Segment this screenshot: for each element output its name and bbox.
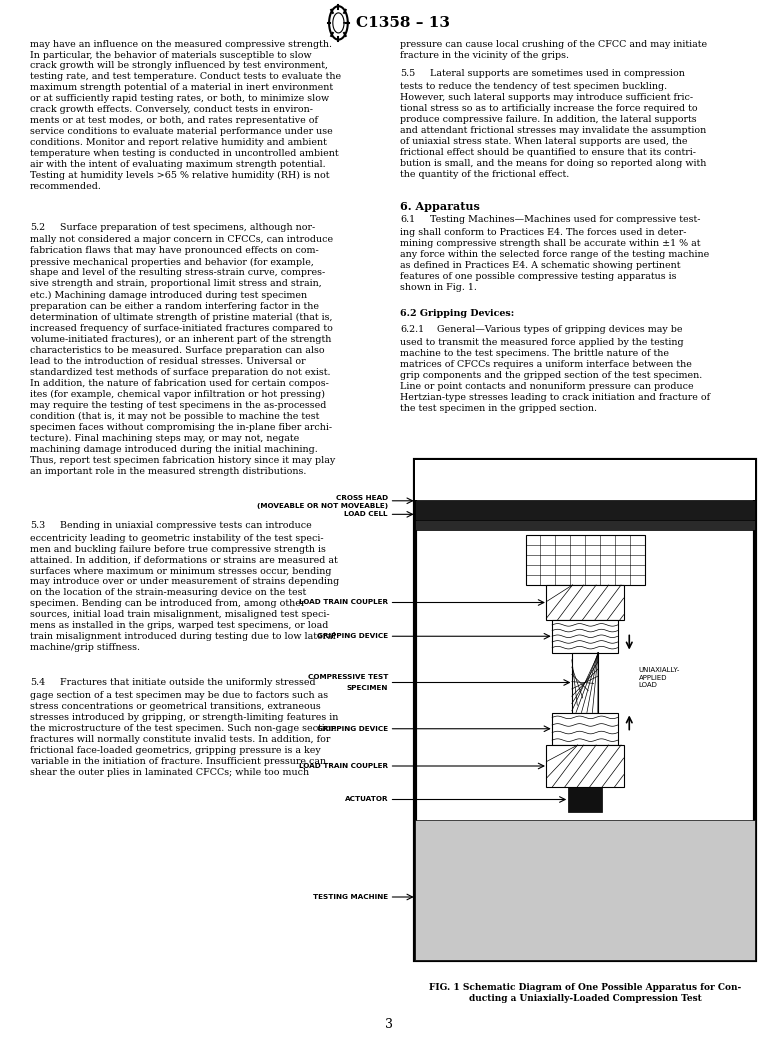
Text: 6.1: 6.1 (400, 215, 415, 224)
Text: COMPRESSIVE TEST: COMPRESSIVE TEST (307, 675, 388, 681)
Text: (MOVEABLE OR NOT MOVEABLE): (MOVEABLE OR NOT MOVEABLE) (257, 503, 388, 509)
Text: 6. Apparatus: 6. Apparatus (400, 201, 480, 212)
Bar (415, 820, 755, 960)
Text: TESTING MACHINE: TESTING MACHINE (313, 894, 388, 900)
Text: Testing Machines—Machines used for compressive test-: Testing Machines—Machines used for compr… (429, 215, 700, 224)
Text: 5.4: 5.4 (30, 679, 45, 687)
Bar (415, 460, 755, 960)
Text: GRIPPING DEVICE: GRIPPING DEVICE (317, 726, 388, 732)
Text: 3: 3 (385, 1018, 393, 1031)
Bar (415, 500, 755, 520)
Bar (415, 520, 755, 530)
Text: Bending in uniaxial compressive tests can introduce: Bending in uniaxial compressive tests ca… (60, 520, 311, 530)
Text: 5.5: 5.5 (400, 69, 415, 78)
Text: ACTUATOR: ACTUATOR (345, 796, 388, 803)
Text: LOAD TRAIN COUPLER: LOAD TRAIN COUPLER (299, 763, 388, 769)
Bar (415, 530, 755, 820)
Text: CROSS HEAD: CROSS HEAD (336, 494, 388, 501)
Bar (546, 745, 624, 787)
Text: pressure can cause local crushing of the CFCC and may initiate
fracture in the v: pressure can cause local crushing of the… (400, 40, 707, 59)
Text: Fractures that initiate outside the uniformly stressed: Fractures that initiate outside the unif… (60, 679, 315, 687)
Text: 6.2.1: 6.2.1 (400, 325, 424, 334)
Text: 5.3: 5.3 (30, 520, 45, 530)
Text: SPECIMEN: SPECIMEN (347, 685, 388, 691)
Bar (525, 535, 644, 585)
Text: 5.2: 5.2 (30, 223, 45, 232)
Text: FIG. 1 Schematic Diagram of One Possible Apparatus for Con-
ducting a Uniaxially: FIG. 1 Schematic Diagram of One Possible… (429, 983, 741, 1002)
Text: LOAD CELL: LOAD CELL (345, 511, 388, 517)
Text: General—Various types of gripping devices may be: General—Various types of gripping device… (437, 325, 683, 334)
Bar (546, 585, 624, 620)
Text: Surface preparation of test specimens, although nor-: Surface preparation of test specimens, a… (60, 223, 315, 232)
Text: mally not considered a major concern in CFCCs, can introduce
fabrication flaws t: mally not considered a major concern in … (30, 235, 335, 476)
Text: C1358 – 13: C1358 – 13 (356, 16, 450, 30)
Bar (568, 787, 602, 812)
Text: gage section of a test specimen may be due to factors such as
stress concentrati: gage section of a test specimen may be d… (30, 691, 338, 777)
Text: used to transmit the measured force applied by the testing
machine to the test s: used to transmit the measured force appl… (400, 338, 710, 412)
Text: may have an influence on the measured compressive strength.
In particular, the b: may have an influence on the measured co… (30, 40, 341, 192)
Text: 6.2 Gripping Devices:: 6.2 Gripping Devices: (400, 308, 514, 318)
Text: eccentricity leading to geometric instability of the test speci-
men and bucklin: eccentricity leading to geometric instab… (30, 534, 339, 653)
Text: ing shall conform to Practices E4. The forces used in deter-
mining compressive : ing shall conform to Practices E4. The f… (400, 228, 710, 291)
Text: Lateral supports are sometimes used in compression: Lateral supports are sometimes used in c… (429, 69, 685, 78)
Bar (552, 620, 618, 653)
Bar (415, 460, 755, 500)
Text: LOAD TRAIN COUPLER: LOAD TRAIN COUPLER (299, 600, 388, 606)
Text: GRIPPING DEVICE: GRIPPING DEVICE (317, 633, 388, 639)
Bar (572, 653, 598, 712)
Text: tests to reduce the tendency of test specimen buckling.
However, such lateral su: tests to reduce the tendency of test spe… (400, 82, 706, 179)
Bar (552, 712, 618, 745)
Text: UNIAXIALLY-
APPLIED
LOAD: UNIAXIALLY- APPLIED LOAD (639, 667, 680, 688)
